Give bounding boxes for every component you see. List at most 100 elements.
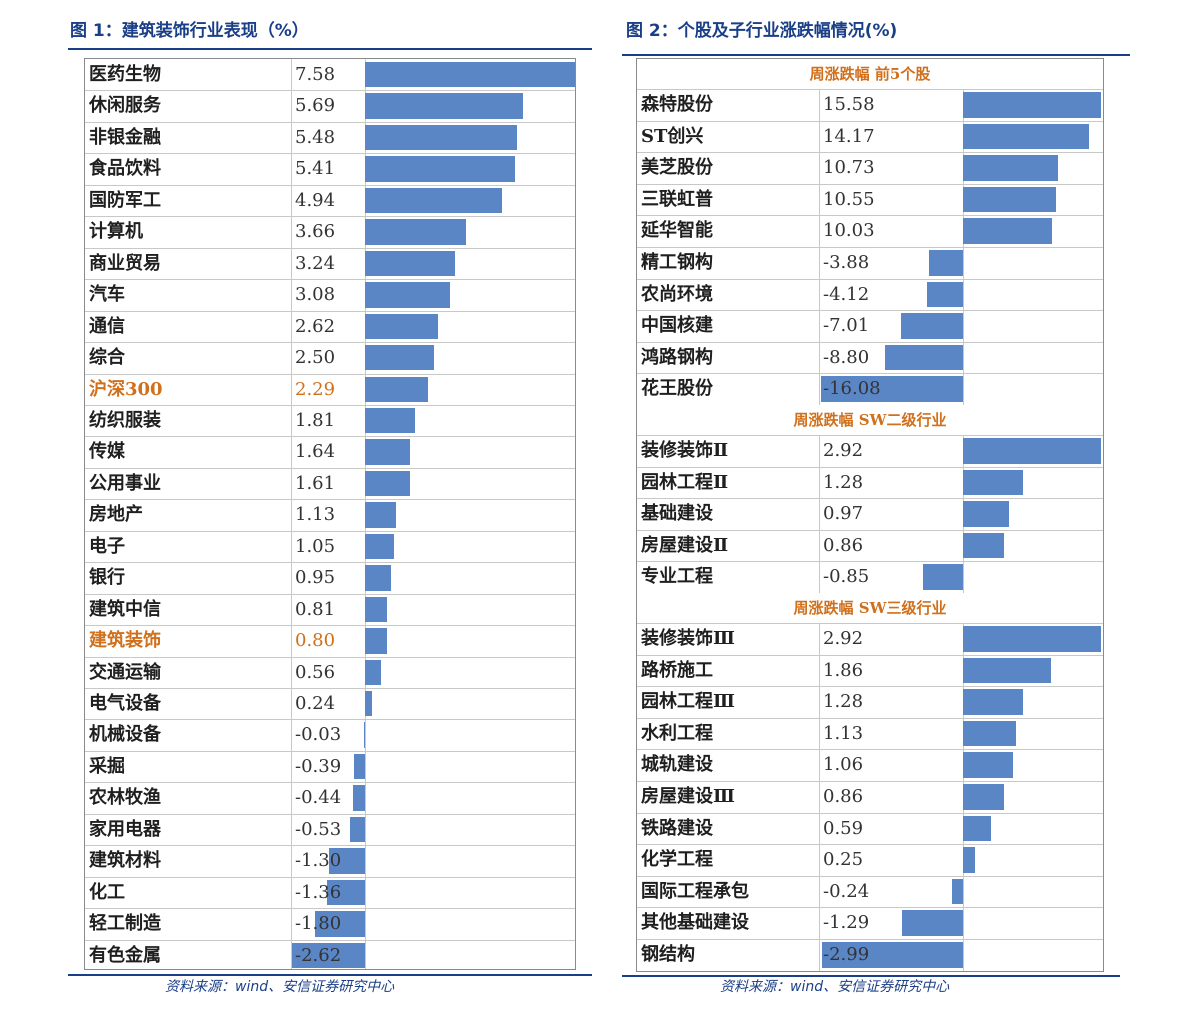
row-divider — [637, 875, 1103, 877]
category-label: 汽车 — [89, 284, 125, 306]
row-divider — [85, 656, 575, 658]
data-label: -0.39 — [295, 755, 342, 777]
data-label: -0.03 — [295, 724, 342, 746]
row-divider — [637, 341, 1103, 343]
bar — [328, 848, 365, 874]
bar — [365, 659, 381, 685]
category-label: 传媒 — [89, 441, 125, 463]
bar — [963, 92, 1101, 118]
bar — [926, 281, 963, 308]
data-label: 0.25 — [823, 849, 864, 871]
figure1-bottom-rule — [68, 974, 592, 976]
data-label: 1.86 — [823, 659, 864, 681]
category-label: 通信 — [89, 315, 125, 337]
section-title: 周涨跌幅 SW三级行业 — [637, 593, 1103, 623]
data-label: 1.13 — [823, 722, 864, 744]
data-label: -8.80 — [823, 346, 870, 368]
category-label: 鸿路钢构 — [641, 346, 713, 368]
row-divider — [85, 310, 575, 312]
category-label: 专业工程 — [641, 566, 713, 588]
data-label: 2.62 — [295, 315, 336, 337]
data-label: 0.86 — [823, 534, 864, 556]
data-label: 4.94 — [295, 189, 336, 211]
row-divider — [637, 89, 1103, 90]
category-label: 建筑装饰 — [89, 630, 161, 652]
row-divider — [85, 530, 575, 532]
row-divider — [637, 717, 1103, 719]
data-label: -1.29 — [823, 912, 870, 934]
category-label: 化学工程 — [641, 849, 713, 871]
data-label: 3.66 — [295, 221, 336, 243]
row-divider — [637, 120, 1103, 122]
bar — [928, 250, 963, 276]
row-divider — [637, 623, 1103, 624]
figure1-title: 图 1：建筑装饰行业表现（%） — [70, 21, 309, 41]
category-label: 电子 — [89, 535, 125, 557]
data-label: 3.08 — [295, 284, 336, 306]
data-label: 1.05 — [295, 535, 336, 557]
data-label: 1.64 — [295, 441, 336, 463]
bar — [951, 878, 963, 905]
bar — [963, 123, 1089, 150]
category-label: 花王股份 — [641, 378, 713, 400]
data-label: -1.30 — [295, 850, 342, 872]
bar — [922, 564, 963, 590]
category-label: 铁路建设 — [641, 817, 713, 839]
category-label: 采掘 — [89, 755, 125, 777]
bar — [963, 847, 975, 873]
row-divider — [85, 247, 575, 249]
row-divider — [85, 562, 575, 564]
row-divider — [637, 373, 1103, 375]
category-label: 银行 — [89, 567, 125, 589]
figure1-table: 医药生物 7.58 休闲服务 5.69 非银金融 5.48 食品饮料 5.41 国防军工 4.94… — [84, 58, 576, 970]
category-label: 计算机 — [89, 221, 143, 243]
row-divider — [85, 813, 575, 815]
bar — [365, 124, 517, 151]
data-label: 15.58 — [823, 94, 875, 115]
bar — [350, 816, 365, 843]
row-divider — [637, 215, 1103, 217]
row-divider — [85, 719, 575, 721]
row-divider — [637, 749, 1103, 751]
row-divider — [637, 844, 1103, 846]
row-divider — [85, 593, 575, 595]
row-divider — [85, 845, 575, 847]
bar — [365, 376, 429, 402]
figure1-source: 资料来源：wind、安信证券研究中心 — [165, 979, 395, 995]
data-label: -1.36 — [295, 881, 342, 903]
figure2-bottom-rule — [622, 975, 1120, 977]
row-divider — [85, 184, 575, 186]
bar — [327, 879, 365, 906]
data-label: 0.80 — [295, 630, 336, 652]
figure2-title: 图 2：个股及子行业涨跌幅情况(%) — [626, 21, 898, 41]
row-divider — [85, 625, 575, 627]
data-label: 0.24 — [295, 693, 336, 714]
row-divider — [637, 939, 1103, 940]
category-label: 园林工程Ⅱ — [641, 471, 729, 493]
bar — [963, 815, 991, 842]
bar — [365, 250, 455, 277]
category-label: 电气设备 — [89, 693, 161, 714]
bar — [364, 722, 366, 748]
bar — [963, 720, 1017, 747]
bar — [365, 345, 435, 371]
data-label: -1.80 — [295, 913, 342, 935]
data-label: 2.92 — [823, 628, 864, 649]
data-label: 0.97 — [823, 503, 864, 525]
data-label: 1.06 — [823, 754, 864, 776]
row-divider — [637, 654, 1103, 656]
data-label: 7.58 — [295, 64, 336, 85]
row-divider — [85, 373, 575, 375]
data-label: 0.59 — [823, 817, 864, 839]
bar — [365, 596, 388, 623]
bar — [365, 470, 410, 497]
bar — [365, 691, 372, 717]
row-divider — [637, 781, 1103, 782]
bar — [963, 438, 1101, 464]
row-divider — [85, 279, 575, 281]
bar — [365, 628, 388, 654]
bar — [821, 942, 963, 968]
row-divider — [85, 342, 575, 344]
row-divider — [637, 529, 1103, 531]
row-divider — [85, 750, 575, 752]
